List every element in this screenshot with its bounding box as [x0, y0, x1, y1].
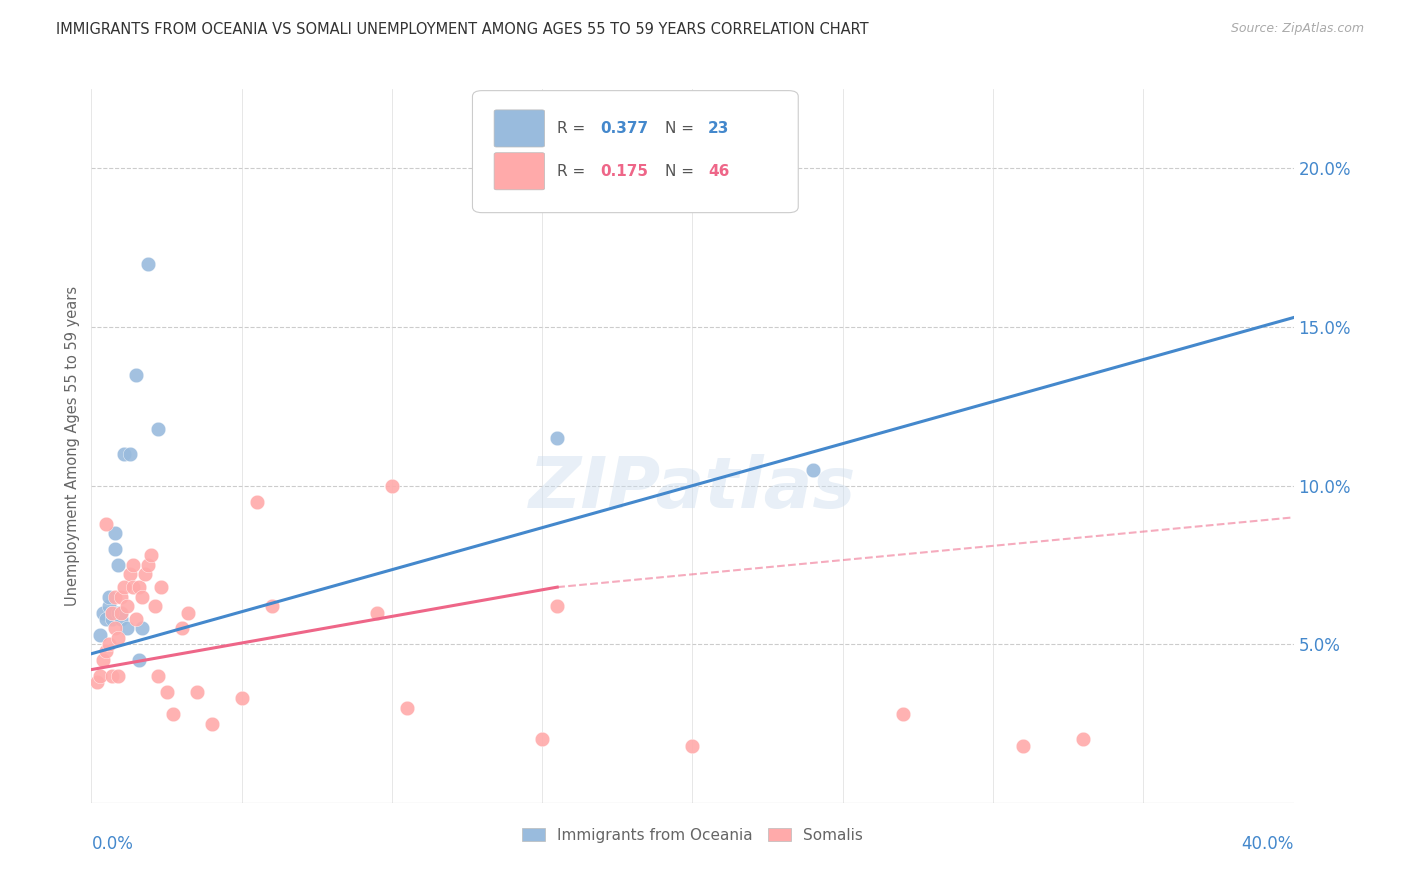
Point — [891, 706, 914, 721]
Point — [104, 621, 127, 635]
Point — [107, 558, 129, 572]
Text: R =: R = — [557, 121, 589, 136]
Text: 23: 23 — [709, 121, 730, 136]
Point — [98, 637, 121, 651]
Y-axis label: Unemployment Among Ages 55 to 59 years: Unemployment Among Ages 55 to 59 years — [65, 286, 80, 606]
Point — [122, 558, 145, 572]
Point — [186, 685, 208, 699]
Point — [110, 606, 132, 620]
FancyBboxPatch shape — [494, 110, 544, 147]
Point — [681, 739, 703, 753]
Point — [101, 669, 124, 683]
Text: 40.0%: 40.0% — [1241, 835, 1294, 853]
Text: 0.0%: 0.0% — [91, 835, 134, 853]
Point — [110, 612, 132, 626]
Point — [86, 675, 108, 690]
Point — [117, 621, 139, 635]
Point — [96, 612, 118, 626]
Point — [122, 580, 145, 594]
Point — [134, 567, 156, 582]
Point — [201, 716, 224, 731]
Point — [138, 558, 160, 572]
Point — [120, 567, 142, 582]
Text: Source: ZipAtlas.com: Source: ZipAtlas.com — [1230, 22, 1364, 36]
Point — [149, 580, 172, 594]
Point — [125, 612, 148, 626]
Text: 46: 46 — [709, 164, 730, 178]
Point — [120, 447, 142, 461]
Point — [1012, 739, 1035, 753]
FancyBboxPatch shape — [494, 153, 544, 190]
Point — [114, 447, 136, 461]
Point — [546, 599, 568, 614]
Point — [125, 368, 148, 382]
Point — [155, 685, 177, 699]
Point — [801, 463, 824, 477]
Point — [107, 606, 129, 620]
Point — [101, 612, 124, 626]
Legend: Immigrants from Oceania, Somalis: Immigrants from Oceania, Somalis — [516, 822, 869, 848]
Point — [231, 691, 253, 706]
Point — [381, 478, 404, 492]
Point — [146, 421, 169, 435]
Point — [110, 606, 132, 620]
Point — [395, 700, 418, 714]
Point — [531, 732, 554, 747]
Point — [117, 599, 139, 614]
Point — [366, 606, 388, 620]
Point — [138, 257, 160, 271]
Point — [98, 590, 121, 604]
Point — [110, 590, 132, 604]
Point — [96, 516, 118, 531]
Point — [246, 494, 269, 508]
Point — [89, 628, 111, 642]
Point — [1071, 732, 1094, 747]
Point — [114, 580, 136, 594]
Point — [104, 590, 127, 604]
Point — [104, 542, 127, 557]
Point — [96, 643, 118, 657]
Point — [128, 580, 150, 594]
Text: ZIPatlas: ZIPatlas — [529, 454, 856, 524]
Point — [93, 653, 115, 667]
Point — [162, 706, 184, 721]
Point — [89, 669, 111, 683]
Point — [131, 590, 153, 604]
Text: R =: R = — [557, 164, 589, 178]
Point — [176, 606, 198, 620]
Point — [260, 599, 283, 614]
Point — [93, 606, 115, 620]
FancyBboxPatch shape — [472, 91, 799, 212]
Point — [107, 669, 129, 683]
Point — [104, 526, 127, 541]
Point — [546, 431, 568, 445]
Text: 0.175: 0.175 — [600, 164, 648, 178]
Text: IMMIGRANTS FROM OCEANIA VS SOMALI UNEMPLOYMENT AMONG AGES 55 TO 59 YEARS CORRELA: IMMIGRANTS FROM OCEANIA VS SOMALI UNEMPL… — [56, 22, 869, 37]
Point — [131, 621, 153, 635]
Point — [128, 653, 150, 667]
Point — [101, 606, 124, 620]
Point — [101, 606, 124, 620]
Point — [170, 621, 193, 635]
Text: N =: N = — [665, 164, 699, 178]
Text: N =: N = — [665, 121, 699, 136]
Point — [141, 549, 163, 563]
Point — [143, 599, 166, 614]
Point — [146, 669, 169, 683]
Point — [98, 599, 121, 614]
Point — [107, 631, 129, 645]
Text: 0.377: 0.377 — [600, 121, 648, 136]
